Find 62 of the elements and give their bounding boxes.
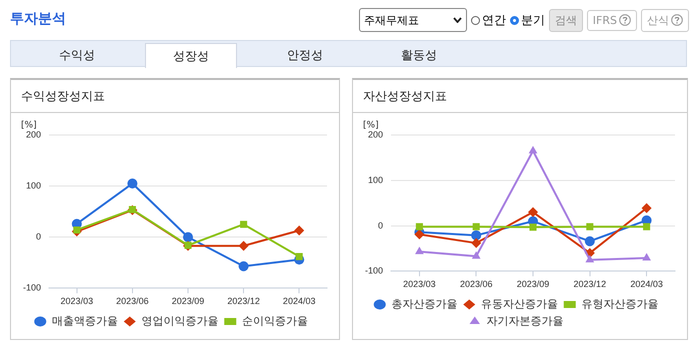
x-tick-label: 2023/06 xyxy=(460,279,492,290)
point xyxy=(238,261,249,272)
point xyxy=(294,225,304,236)
point xyxy=(73,226,80,234)
point xyxy=(586,223,594,230)
text: 주재무제표 xyxy=(364,12,419,28)
point xyxy=(642,203,652,214)
chart-title: 자산성장성지표 xyxy=(353,80,687,113)
x-tick-label: 2024/03 xyxy=(630,279,663,290)
point xyxy=(528,207,538,218)
text: 안정성 xyxy=(286,47,324,64)
y-tick-label: -100 xyxy=(23,282,42,293)
x-tick-label: 2024/03 xyxy=(282,296,316,306)
chart-title: 수익성장성지표 xyxy=(11,80,339,113)
point xyxy=(584,236,595,246)
y-tick-label: 0 xyxy=(378,220,384,230)
y-axis-title: [%] xyxy=(21,120,37,130)
y-axis-title: [%] xyxy=(363,120,379,130)
legend-label: 자기자본증가율 xyxy=(486,316,564,328)
y-tick-label: 100 xyxy=(26,180,42,191)
point xyxy=(416,223,423,230)
y-tick-label: -100 xyxy=(365,266,384,276)
x-tick-label: 2023/03 xyxy=(403,279,436,290)
x-tick-label: 2023/06 xyxy=(116,296,149,306)
text: 분기 xyxy=(520,12,545,26)
x-tick-label: 2023/12 xyxy=(574,279,606,290)
text: IFRS xyxy=(592,14,617,26)
point xyxy=(240,220,248,228)
legend-label: 영업이익증가율 xyxy=(141,316,218,328)
x-tick-label: 2023/09 xyxy=(172,296,204,306)
text: 수익성 xyxy=(58,47,96,64)
point xyxy=(585,254,594,262)
text: 연간 xyxy=(482,12,506,26)
y-tick-label: 200 xyxy=(26,129,42,140)
point xyxy=(643,223,650,230)
point xyxy=(127,178,138,189)
y-tick-label: 0 xyxy=(36,232,42,242)
point xyxy=(415,246,424,254)
legend-label: 총자산증가율 xyxy=(391,298,458,311)
text: 활동성 xyxy=(400,47,438,64)
y-tick-label: 200 xyxy=(368,129,384,140)
point xyxy=(471,238,482,248)
point xyxy=(472,223,480,230)
point xyxy=(529,224,537,231)
y-tick-label: 100 xyxy=(368,174,384,185)
legend-label: 순이익증가율 xyxy=(242,316,308,328)
point xyxy=(472,251,481,259)
point xyxy=(642,253,651,261)
x-tick-label: 2023/12 xyxy=(227,296,260,306)
text: 투자분석 xyxy=(10,10,66,28)
legend-label: 매출액증가율 xyxy=(52,316,118,328)
text: 성장성 xyxy=(145,43,237,68)
x-tick-label: 2023/03 xyxy=(60,296,94,306)
text: 산식 xyxy=(647,12,669,28)
point xyxy=(471,230,482,240)
legend-label: 유동자산증가율 xyxy=(480,298,558,311)
point xyxy=(296,253,303,260)
x-tick-label: 2023/09 xyxy=(516,279,550,290)
text: 검색 xyxy=(548,8,583,32)
legend-label: 유형자산증가율 xyxy=(581,298,658,311)
point xyxy=(238,240,249,251)
point xyxy=(183,232,194,242)
